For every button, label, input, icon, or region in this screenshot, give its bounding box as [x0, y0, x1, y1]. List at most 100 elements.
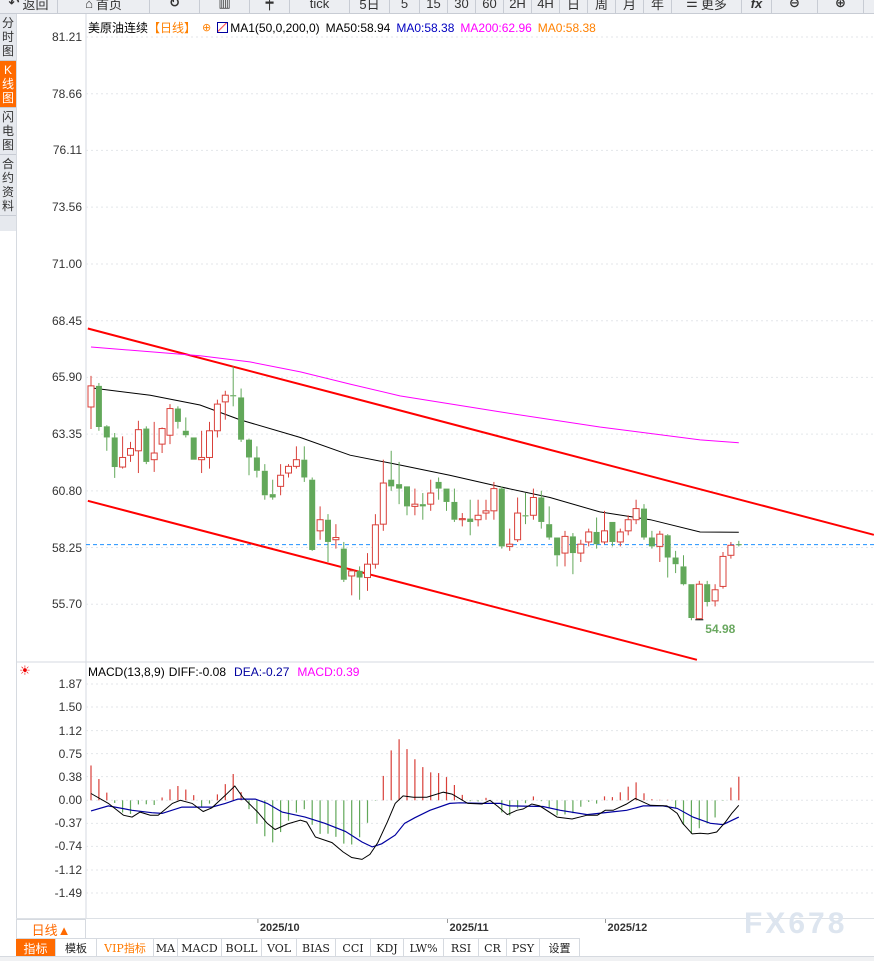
indicator-tab-指标[interactable]: 指标 — [16, 939, 56, 957]
toolbar-button-返回[interactable]: ↶ 返回 — [0, 0, 58, 14]
toolbar-button-周[interactable]: 周 — [588, 0, 616, 14]
candle — [609, 521, 616, 547]
toolbar-button-candlestick[interactable]: ┿ — [250, 0, 290, 14]
indicator-tab-cr[interactable]: CR — [479, 939, 507, 957]
indicator-tab-boll[interactable]: BOLL — [222, 939, 262, 957]
candle — [593, 517, 600, 549]
candle-body — [577, 543, 585, 554]
refresh-icon: ↻ — [169, 0, 180, 10]
ma50-value: MA50:58.94 — [325, 20, 391, 35]
candle — [569, 533, 576, 575]
candle-body — [396, 484, 403, 489]
macd-tick-label: -0.37 — [54, 816, 82, 831]
symbol-name: 美原油连续 — [88, 21, 149, 35]
indicator-tab-vip指标[interactable]: VIP指标 — [97, 939, 154, 957]
toolbar-button-tick[interactable]: tick — [290, 0, 350, 14]
toolbar-button-zoom-in[interactable]: ⊕ — [818, 0, 864, 14]
candle — [166, 404, 174, 445]
candle-body — [561, 535, 569, 554]
indicator-tabs: 指标 模板 VIP指标 MA MACD BOLL VOL BIAS CCI KDJ LW% RSI CR… — [16, 938, 580, 957]
toolbar-button-更多[interactable]: ☰ 更多 — [672, 0, 742, 14]
candle — [467, 499, 474, 536]
candle-body — [87, 385, 95, 408]
indicator-tab-vol[interactable]: VOL — [262, 939, 297, 957]
toolbar-button-月[interactable]: 月 — [616, 0, 644, 14]
toolbar-button-zoom-out[interactable]: ⊖ — [772, 0, 818, 14]
indicator-tab-macd[interactable]: MACD — [178, 939, 222, 957]
period-label[interactable]: 【日线】 — [148, 21, 197, 35]
indicator-icon[interactable] — [217, 22, 229, 33]
indicator-tab-rsi[interactable]: RSI — [444, 939, 479, 957]
sidebar-tab-1[interactable]: K线图 — [0, 61, 16, 108]
divider — [16, 14, 17, 939]
indicator-tab-cci[interactable]: CCI — [336, 939, 371, 957]
settings-sun-icon[interactable]: ☀ — [19, 663, 31, 678]
candle — [680, 555, 687, 586]
toolbar-button-bar-chart[interactable]: ▥ — [200, 0, 250, 14]
toolbar-button-年[interactable]: 年 — [644, 0, 672, 14]
candle — [451, 488, 458, 522]
candle-body — [435, 481, 442, 489]
price-tick-label: 73.56 — [51, 200, 82, 215]
toolbar-button-5[interactable]: 5 — [390, 0, 420, 14]
toolbar-button-refresh[interactable]: ↻ — [150, 0, 200, 14]
candle — [624, 515, 632, 536]
toolbar-button-30[interactable]: 30 — [448, 0, 476, 14]
candle — [309, 477, 316, 551]
toolbar-button-2H[interactable]: 2H — [504, 0, 532, 14]
back-arrow-icon: ↶ — [8, 0, 20, 10]
trend-line[interactable] — [87, 327, 874, 536]
candle-body — [198, 456, 206, 461]
toolbar-button-5日[interactable]: 5日 — [350, 0, 390, 14]
candle — [411, 488, 419, 516]
candle — [134, 420, 142, 474]
sidebar-tab-3[interactable]: 合约资料 — [0, 155, 16, 216]
candle — [522, 493, 529, 525]
indicator-tab-模板[interactable]: 模板 — [56, 939, 97, 957]
candle — [111, 433, 118, 478]
toolbar-button-15[interactable]: 15 — [420, 0, 448, 14]
candle — [158, 427, 166, 454]
toolbar-label: 15 — [426, 0, 441, 11]
candle — [316, 506, 324, 540]
sidebar-tab-0[interactable]: 分时图 — [0, 14, 16, 61]
indicator-tab-lw%[interactable]: LW% — [404, 939, 444, 957]
candle — [419, 493, 426, 520]
candle — [616, 528, 624, 547]
toolbar-label: 5 — [400, 0, 409, 11]
candle-body — [451, 501, 458, 520]
toolbar-label: 首页 — [95, 0, 122, 12]
toolbar-label: 60 — [482, 0, 497, 11]
sidebar-tab-2[interactable]: 闪电图 — [0, 108, 16, 155]
candle-body — [316, 519, 324, 532]
menu-icon: ☰ — [686, 0, 698, 10]
toolbar-button-日[interactable]: 日 — [560, 0, 588, 14]
price-tick-label: 78.66 — [51, 86, 82, 101]
candle-body — [174, 408, 181, 422]
candle — [601, 510, 608, 545]
candle-body — [238, 397, 245, 440]
period-selector[interactable]: 日线▲ — [16, 919, 86, 939]
candle — [538, 490, 545, 529]
candle-body — [688, 584, 695, 619]
candle — [561, 530, 569, 567]
toolbar-button-60[interactable]: 60 — [476, 0, 504, 14]
indicator-tab-设置[interactable]: 设置 — [540, 939, 580, 957]
main-legend: 美原油连续 【日线】 ⊕ MA1(50,0,200,0) MA50:58.94 … — [88, 19, 596, 36]
toolbar-button-4H[interactable]: 4H — [532, 0, 560, 14]
indicator-tab-ma[interactable]: MA — [154, 939, 178, 957]
candle — [371, 514, 379, 569]
candle-body — [467, 518, 474, 522]
indicator-tab-kdj[interactable]: KDJ — [371, 939, 404, 957]
indicator-tab-bias[interactable]: BIAS — [297, 939, 336, 957]
crosshair-icon[interactable]: ⊕ — [202, 22, 212, 34]
bottom-strip — [0, 956, 874, 961]
toolbar-button-fx[interactable]: fx — [742, 0, 772, 14]
toolbar-button-首页[interactable]: ⌂ 首页 — [58, 0, 150, 14]
candle — [632, 499, 640, 525]
indicator-tab-psy[interactable]: PSY — [507, 939, 540, 957]
candle-body — [230, 395, 237, 397]
trend-line[interactable] — [87, 499, 698, 661]
candle — [269, 479, 276, 500]
